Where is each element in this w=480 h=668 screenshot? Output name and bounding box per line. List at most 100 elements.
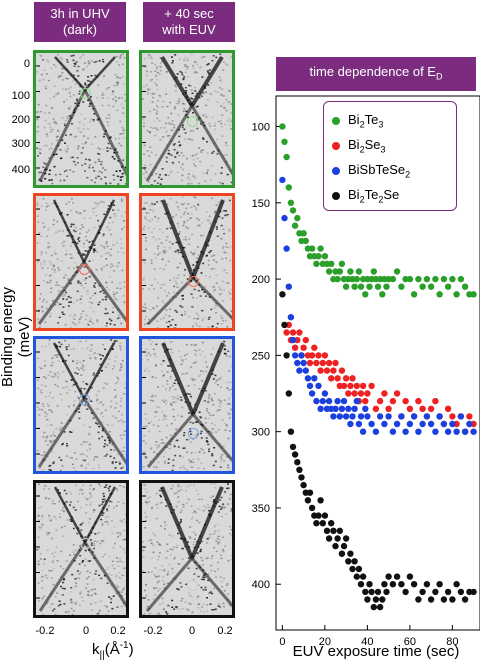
data-point-bisbtese2 — [423, 413, 431, 420]
data-point-bi2te2se — [342, 535, 350, 542]
data-point-bi2te2se — [398, 581, 405, 588]
data-point-bi2se3 — [340, 382, 348, 390]
data-point-bi2te3 — [285, 184, 292, 191]
legend-item: BiSbTeSe2 — [332, 158, 450, 183]
data-point-bi2te2se — [393, 573, 401, 580]
data-point-bi2te2se — [308, 504, 316, 512]
time-dependence-chart: 100 150 200 250 300 350 400 0 20 40 60 80 — [252, 95, 480, 648]
data-point-bi2se3 — [315, 352, 322, 359]
k-symbol: k — [92, 641, 100, 658]
data-point-bi2te3 — [393, 268, 401, 275]
data-point-bi2te2se — [470, 588, 477, 596]
data-point-bisbtese2 — [440, 420, 448, 428]
data-point-bisbtese2 — [279, 176, 286, 184]
data-point-bi2te2se — [385, 573, 392, 580]
arpes-panel-euv-2 — [139, 193, 235, 331]
data-point-bisbtese2 — [308, 390, 316, 397]
data-point-bisbtese2 — [351, 405, 358, 412]
data-point-bisbtese2 — [444, 428, 452, 435]
data-point-bisbtese2 — [398, 413, 405, 420]
data-point-bi2se3 — [323, 367, 331, 374]
data-point-bisbtese2 — [342, 413, 350, 420]
x-tick-label: 60 — [404, 636, 416, 648]
right-x-axis-label: EUV exposure time (sec) — [292, 643, 460, 660]
arpes-band-image — [142, 53, 232, 185]
legend-item: Bi2Se3 — [332, 133, 450, 158]
legend-label: BiSbTeSe2 — [348, 161, 411, 180]
left-ytick-label: 400 — [11, 164, 30, 176]
legend-item: Bi2Te3 — [332, 108, 450, 133]
dirac-point-marker — [187, 275, 199, 287]
data-point-bi2te3 — [427, 283, 435, 290]
data-point-bi2se3 — [313, 359, 320, 367]
data-point-bi2te3 — [279, 123, 286, 130]
data-point-bisbtese2 — [325, 397, 333, 405]
data-point-bisbtese2 — [302, 367, 309, 374]
data-point-bisbtese2 — [289, 336, 297, 344]
data-point-bi2te2se — [436, 581, 443, 588]
data-point-bi2te2se — [289, 443, 297, 451]
data-point-bi2te3 — [389, 275, 397, 283]
data-point-bi2se3 — [283, 329, 290, 336]
left-xtick-label: 0.2 — [217, 625, 233, 637]
left-ytick-label: 300 — [11, 138, 30, 150]
data-point-bi2te3 — [291, 222, 299, 229]
euv-badge-line1: + 40 sec — [164, 6, 214, 21]
data-point-bi2te2se — [317, 497, 324, 504]
data-point-bi2se3 — [319, 359, 326, 367]
data-point-bi2te2se — [374, 588, 382, 596]
data-point-bisbtese2 — [315, 382, 322, 390]
legend-marker — [332, 116, 340, 125]
data-point-bi2te2se — [461, 596, 469, 603]
legend-marker — [332, 191, 340, 200]
left-y-axis-label: Binding energy (meV) — [0, 286, 33, 388]
k-unit: (Å — [104, 641, 120, 658]
data-point-bi2te2se — [383, 588, 390, 596]
data-point-bi2te3 — [470, 291, 477, 298]
arpes-band-image — [142, 196, 232, 328]
data-point-bi2te3 — [351, 283, 358, 290]
data-point-bi2se3 — [393, 390, 401, 397]
left-ytick-label: 0 — [23, 58, 30, 70]
data-point-bisbtese2 — [355, 420, 363, 428]
data-point-bi2se3 — [291, 344, 299, 351]
data-point-bi2se3 — [306, 359, 314, 367]
legend-label: Bi2Te3 — [348, 111, 384, 130]
data-point-bi2te2se — [440, 596, 448, 603]
data-point-bisbtese2 — [349, 413, 356, 420]
data-point-bisbtese2 — [330, 413, 337, 420]
data-point-bisbtese2 — [362, 405, 369, 412]
data-point-bi2te2se — [372, 596, 380, 603]
arpes-band-image — [142, 339, 232, 471]
y-tick-label: 200 — [252, 274, 270, 286]
data-point-bi2se3 — [368, 382, 375, 390]
data-point-bi2se3 — [449, 413, 456, 420]
data-point-bi2se3 — [389, 397, 397, 405]
data-point-bisbtese2 — [311, 375, 318, 382]
data-point-bi2te3 — [449, 275, 456, 283]
data-point-bi2se3 — [302, 336, 309, 344]
data-point-bi2te2se — [338, 550, 346, 557]
data-point-bi2se3 — [402, 397, 409, 405]
data-point-bi2te2se — [415, 596, 422, 603]
arpes-band-image — [142, 483, 232, 615]
data-point-bisbtese2 — [345, 405, 352, 412]
data-point-bi2te2se — [323, 527, 331, 534]
data-point-bi2te3 — [398, 283, 405, 290]
left-xtick-label: 0 — [82, 625, 90, 637]
data-point-bi2te3 — [355, 268, 363, 275]
dirac-point-marker — [79, 87, 91, 99]
data-point-bi2te2se — [279, 291, 286, 298]
data-point-bisbtese2 — [338, 405, 346, 412]
dirac-point-marker — [187, 427, 199, 439]
data-point-bi2te3 — [317, 245, 324, 252]
k-subscript: || — [99, 650, 105, 661]
data-point-bi2se3 — [362, 397, 369, 405]
data-point-bisbtese2 — [410, 413, 418, 420]
data-point-bi2te2se — [304, 497, 312, 504]
data-point-bi2te2se — [294, 459, 301, 466]
data-point-bi2te3 — [383, 283, 390, 290]
data-point-bisbtese2 — [294, 359, 301, 367]
left-xtick-label: -0.2 — [143, 625, 163, 637]
data-point-bisbtese2 — [432, 428, 439, 435]
